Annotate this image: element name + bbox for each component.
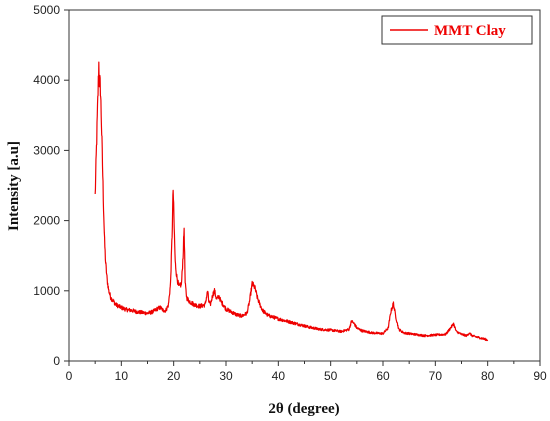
x-tick-label: 40	[272, 369, 286, 383]
x-tick-label: 80	[481, 369, 495, 383]
x-tick-label: 20	[167, 369, 181, 383]
plot-frame	[68, 9, 541, 362]
y-tick-label: 1000	[33, 284, 60, 298]
x-tick-label: 70	[429, 369, 443, 383]
x-tick-label: 10	[115, 369, 129, 383]
x-tick-label: 0	[66, 369, 73, 383]
x-tick-label: 50	[324, 369, 338, 383]
legend-label: MMT Clay	[434, 23, 506, 39]
legend: MMT Clay	[381, 15, 533, 45]
y-axis-title: Intensity [a.u]	[6, 141, 22, 231]
x-tick-label: 90	[533, 369, 547, 383]
y-tick-label: 0	[53, 354, 60, 368]
x-axis-ticks: 0 10 20 30 40 50 60 70 80 90	[66, 361, 547, 383]
y-tick-label: 5000	[33, 3, 60, 17]
y-axis-ticks: 0 1000 2000 3000 4000 5000	[33, 3, 69, 368]
x-axis-title: 2θ (degree)	[268, 401, 339, 417]
x-tick-label: 60	[376, 369, 390, 383]
y-tick-label: 4000	[33, 73, 60, 87]
y-tick-label: 3000	[33, 143, 60, 157]
x-tick-label: 30	[219, 369, 233, 383]
series-line-mmt-clay	[94, 61, 489, 342]
y-tick-label: 2000	[33, 214, 60, 228]
